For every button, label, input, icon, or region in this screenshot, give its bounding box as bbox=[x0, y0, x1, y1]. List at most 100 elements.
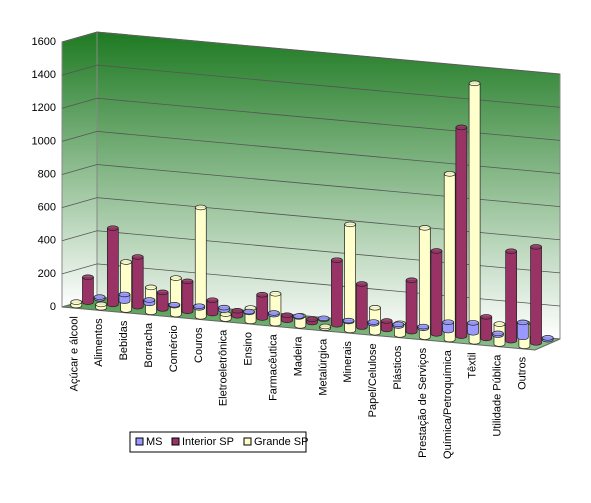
grid-line bbox=[61, 197, 561, 241]
cylinder-top bbox=[342, 317, 355, 324]
x-tick-label: Metalúrgica bbox=[317, 338, 329, 396]
cylinder bbox=[430, 250, 443, 337]
grid-line bbox=[61, 97, 561, 141]
y-tick-label: 1200 bbox=[32, 102, 56, 114]
legend-label: MS bbox=[146, 436, 163, 448]
x-tick-label: Comércio bbox=[168, 325, 180, 372]
cylinder-top bbox=[118, 291, 131, 298]
cylinder-top bbox=[430, 248, 443, 254]
cylinder bbox=[355, 283, 368, 330]
cylinder bbox=[405, 279, 418, 335]
x-tick-label: Ensino bbox=[243, 332, 255, 366]
cylinder bbox=[256, 294, 269, 321]
cylinder-top bbox=[443, 171, 456, 177]
grid-line bbox=[61, 230, 561, 274]
legend-box bbox=[129, 431, 307, 453]
cylinder-top bbox=[319, 323, 332, 330]
cylinder-top bbox=[268, 310, 280, 316]
cylinder bbox=[443, 173, 456, 343]
cylinder-top bbox=[194, 204, 207, 211]
cylinder-top bbox=[455, 124, 468, 131]
x-tick-label: Plásticos bbox=[392, 345, 404, 390]
cylinder-top bbox=[369, 305, 381, 311]
grid-line bbox=[61, 263, 561, 307]
cylinder bbox=[418, 227, 431, 340]
grid-line bbox=[61, 64, 561, 108]
x-tick-label: Eletroeletrônica bbox=[218, 329, 230, 406]
cylinder-top bbox=[218, 304, 230, 311]
y-tick-label: 0 bbox=[50, 301, 56, 313]
cylinder-top bbox=[317, 315, 330, 322]
x-tick-label: Borracha bbox=[143, 322, 155, 368]
cylinder-top bbox=[292, 313, 305, 319]
cylinder-top bbox=[331, 257, 343, 263]
cylinder-top bbox=[193, 303, 206, 309]
cylinder-top bbox=[95, 301, 108, 308]
cylinder-top bbox=[243, 308, 255, 315]
cylinder-top bbox=[145, 284, 157, 291]
cylinder bbox=[106, 227, 119, 308]
legend-swatch bbox=[243, 437, 252, 446]
x-tick-label: Açúcar e álcool bbox=[68, 316, 80, 391]
cylinder-top bbox=[170, 275, 182, 281]
x-tick-label: Papel/Celulose bbox=[367, 343, 379, 417]
cylinder bbox=[181, 281, 194, 314]
cylinder bbox=[170, 277, 182, 318]
cylinder-top bbox=[355, 281, 368, 287]
y-tick-label: 1400 bbox=[32, 69, 56, 81]
cylinder-top bbox=[516, 319, 529, 326]
grid-line bbox=[61, 130, 561, 174]
cylinder-top bbox=[442, 319, 454, 325]
cylinder-top bbox=[143, 297, 156, 303]
cylinder-top bbox=[156, 289, 169, 296]
cylinder-top bbox=[380, 318, 393, 324]
y-tick-label: 600 bbox=[38, 202, 56, 214]
grid-line bbox=[61, 31, 561, 75]
cylinder bbox=[467, 322, 479, 336]
cylinder-top bbox=[269, 291, 282, 297]
legend-swatch bbox=[135, 437, 144, 446]
cylinder-top bbox=[306, 316, 318, 322]
y-tick-label: 1000 bbox=[32, 135, 56, 147]
cylinder-top bbox=[541, 335, 554, 341]
cylinder bbox=[468, 82, 481, 345]
cylinder bbox=[442, 321, 454, 334]
y-tick-label: 1600 bbox=[32, 36, 56, 48]
cylinder-top bbox=[467, 320, 479, 326]
x-tick-label: Minerais bbox=[342, 341, 354, 383]
cylinder-top bbox=[70, 299, 83, 305]
x-tick-label: Têxtil bbox=[467, 352, 479, 378]
legend: MS Interior SP Grande SP bbox=[135, 436, 308, 448]
legend-label: Grande SP bbox=[254, 436, 308, 448]
cylinder bbox=[120, 261, 132, 313]
cylinder bbox=[82, 276, 94, 305]
x-tick-label: Farmacêutica bbox=[268, 333, 280, 401]
cylinder bbox=[331, 259, 343, 328]
cylinder bbox=[530, 246, 542, 346]
x-tick-label: Utilidade Pública bbox=[492, 354, 504, 437]
cylinder-top bbox=[480, 314, 493, 320]
cylinder-top bbox=[281, 312, 293, 319]
cylinder-top bbox=[392, 321, 405, 328]
cylinder-top bbox=[82, 274, 94, 281]
cylinder-top bbox=[468, 80, 481, 87]
grid-line bbox=[61, 164, 561, 208]
cylinder-top bbox=[418, 225, 431, 231]
cylinder bbox=[156, 292, 169, 312]
cylinder-top bbox=[493, 321, 506, 327]
x-tick-label: Madeira bbox=[292, 336, 304, 377]
cylinder-top bbox=[131, 254, 144, 260]
cylinder-top bbox=[231, 308, 244, 314]
cylinder-top bbox=[505, 248, 518, 254]
cylinder bbox=[480, 316, 493, 342]
legend-label: Interior SP bbox=[182, 436, 234, 448]
x-tick-label: Alimentos bbox=[93, 318, 105, 367]
cylinder bbox=[194, 207, 207, 320]
legend-swatch bbox=[171, 437, 180, 446]
cylinder bbox=[344, 224, 356, 334]
cylinder-top bbox=[106, 225, 119, 231]
cylinder bbox=[206, 299, 219, 317]
cylinder-top bbox=[344, 221, 356, 228]
cylinder-top bbox=[367, 319, 380, 325]
